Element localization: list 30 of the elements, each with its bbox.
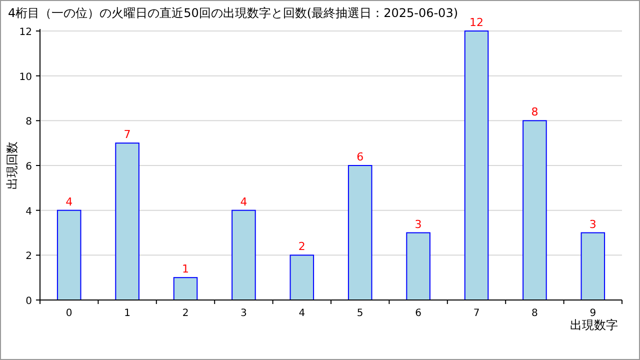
- data-label: 3: [414, 218, 422, 231]
- y-tick-label: 12: [19, 27, 32, 38]
- y-tick-label: 6: [26, 162, 32, 172]
- x-tick-label: 1: [124, 308, 130, 319]
- x-axis-title: 出現数字: [570, 318, 618, 332]
- y-tick-label: 8: [26, 116, 32, 128]
- data-label: 4: [66, 195, 73, 208]
- data-label: 8: [531, 106, 538, 119]
- x-tick-label: 0: [66, 308, 72, 319]
- x-tick-label: 2: [182, 308, 189, 319]
- y-tick-label: 4: [26, 206, 32, 218]
- data-label: 4: [240, 195, 248, 208]
- data-label: 3: [589, 218, 596, 231]
- y-tick-label: 2: [26, 251, 32, 262]
- data-label: 1: [182, 262, 189, 276]
- data-label: 12: [470, 16, 484, 29]
- y-axis-title: 出現回数: [5, 142, 19, 190]
- data-label: 2: [298, 240, 306, 254]
- x-tick-label: 5: [356, 308, 364, 319]
- y-tick-label: 0: [26, 296, 32, 307]
- x-tick-label: 6: [415, 308, 422, 319]
- x-tick-label: 7: [473, 308, 480, 319]
- y-tick-label: 10: [19, 72, 32, 83]
- x-tick-label: 9: [590, 308, 596, 319]
- x-tick-label: 3: [240, 308, 247, 319]
- x-tick-label: 8: [532, 308, 538, 319]
- data-label: 6: [356, 150, 364, 164]
- x-tick-label: 4: [298, 308, 306, 319]
- data-label: 7: [124, 128, 131, 142]
- title: 4桁目（一の位）の火曜日の直近50回の出現数字と回数(最終抽選日：2025-06-03): [8, 6, 458, 20]
